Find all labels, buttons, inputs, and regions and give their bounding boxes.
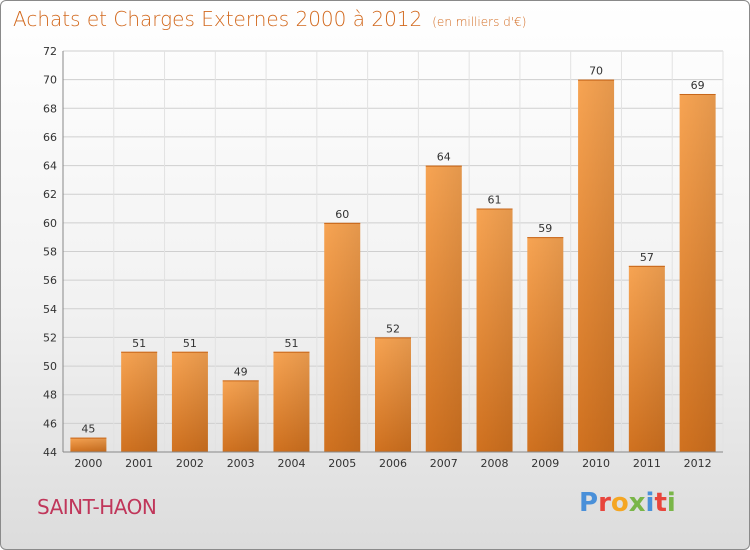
bar-shade	[679, 93, 716, 452]
y-tick-label: 44	[43, 446, 57, 459]
data-label: 57	[640, 251, 654, 264]
x-tick-label: 2006	[379, 457, 407, 470]
data-label: 52	[386, 322, 400, 335]
x-tick-label: 2009	[531, 457, 559, 470]
brand-logo-letter: t	[654, 488, 667, 518]
brand-logo-letter: i	[666, 488, 676, 518]
x-tick-label: 2012	[684, 457, 712, 470]
bar-shade	[628, 265, 665, 452]
y-tick-label: 58	[43, 246, 57, 259]
data-label: 64	[437, 151, 451, 164]
y-tick-label: 60	[43, 217, 57, 230]
bar-shade	[527, 237, 564, 452]
bar-shade	[70, 437, 107, 452]
y-tick-label: 64	[43, 160, 57, 173]
x-tick-label: 2000	[74, 457, 102, 470]
bar-shade	[324, 222, 361, 452]
y-tick-label: 50	[43, 360, 57, 373]
x-tick-label: 2005	[328, 457, 356, 470]
data-label: 69	[691, 79, 705, 92]
chart-title-text: Achats et Charges Externes 2000 à 2012	[13, 7, 423, 31]
bar-shade	[375, 337, 411, 452]
y-tick-label: 56	[43, 274, 57, 287]
bar-shade	[121, 351, 158, 452]
data-label: 51	[183, 337, 197, 350]
y-tick-label: 70	[43, 74, 57, 87]
axes: 44 46 48 50 52 54 56 58 60 62 64 66 68 70 72 2000 2001 20…	[43, 45, 723, 470]
chart-unit: (en milliers d'€)	[432, 15, 527, 29]
bars: 45 51 51 49 51 60 52 64 61 59 70 57 69	[70, 65, 716, 453]
bar-shade	[476, 208, 513, 452]
y-tick-label: 54	[43, 303, 57, 316]
x-tick-label: 2010	[582, 457, 610, 470]
place-name: SAINT-HAON	[37, 495, 157, 519]
bar-shade	[425, 165, 462, 453]
brand-logo-letter: i	[645, 488, 655, 518]
bar-shade	[222, 380, 259, 452]
x-tick-label: 2004	[277, 457, 305, 470]
brand-logo-letter: P	[579, 488, 599, 518]
brand-logo-letter: r	[598, 488, 611, 518]
chart-title: Achats et Charges Externes 2000 à 2012 (e…	[13, 7, 526, 31]
y-tick-label: 68	[43, 102, 57, 115]
y-tick-label: 52	[43, 331, 57, 344]
brand-logo-letter: x	[628, 488, 646, 518]
data-label: 59	[538, 222, 552, 235]
y-tick-label: 66	[43, 131, 57, 144]
bar-shade	[273, 351, 310, 452]
y-tick-label: 48	[43, 389, 57, 402]
x-tick-label: 2002	[176, 457, 204, 470]
bar-shade	[171, 351, 208, 452]
x-tick-label: 2003	[227, 457, 255, 470]
data-label: 51	[132, 337, 146, 350]
data-label: 61	[488, 194, 502, 207]
x-tick-label: 2001	[125, 457, 153, 470]
y-tick-label: 46	[43, 417, 57, 430]
brand-logo: Proxiti	[579, 488, 676, 518]
x-tick-label: 2011	[633, 457, 661, 470]
y-tick-label: 62	[43, 188, 57, 201]
x-tick-label: 2008	[481, 457, 509, 470]
data-label: 51	[284, 337, 298, 350]
data-label: 60	[335, 208, 349, 221]
bar-shade	[578, 79, 615, 453]
data-label: 49	[234, 365, 248, 378]
data-label: 45	[81, 423, 95, 436]
y-tick-label: 72	[43, 45, 57, 58]
brand-logo-letter: o	[610, 488, 629, 518]
data-label: 70	[589, 65, 603, 78]
x-tick-label: 2007	[430, 457, 458, 470]
